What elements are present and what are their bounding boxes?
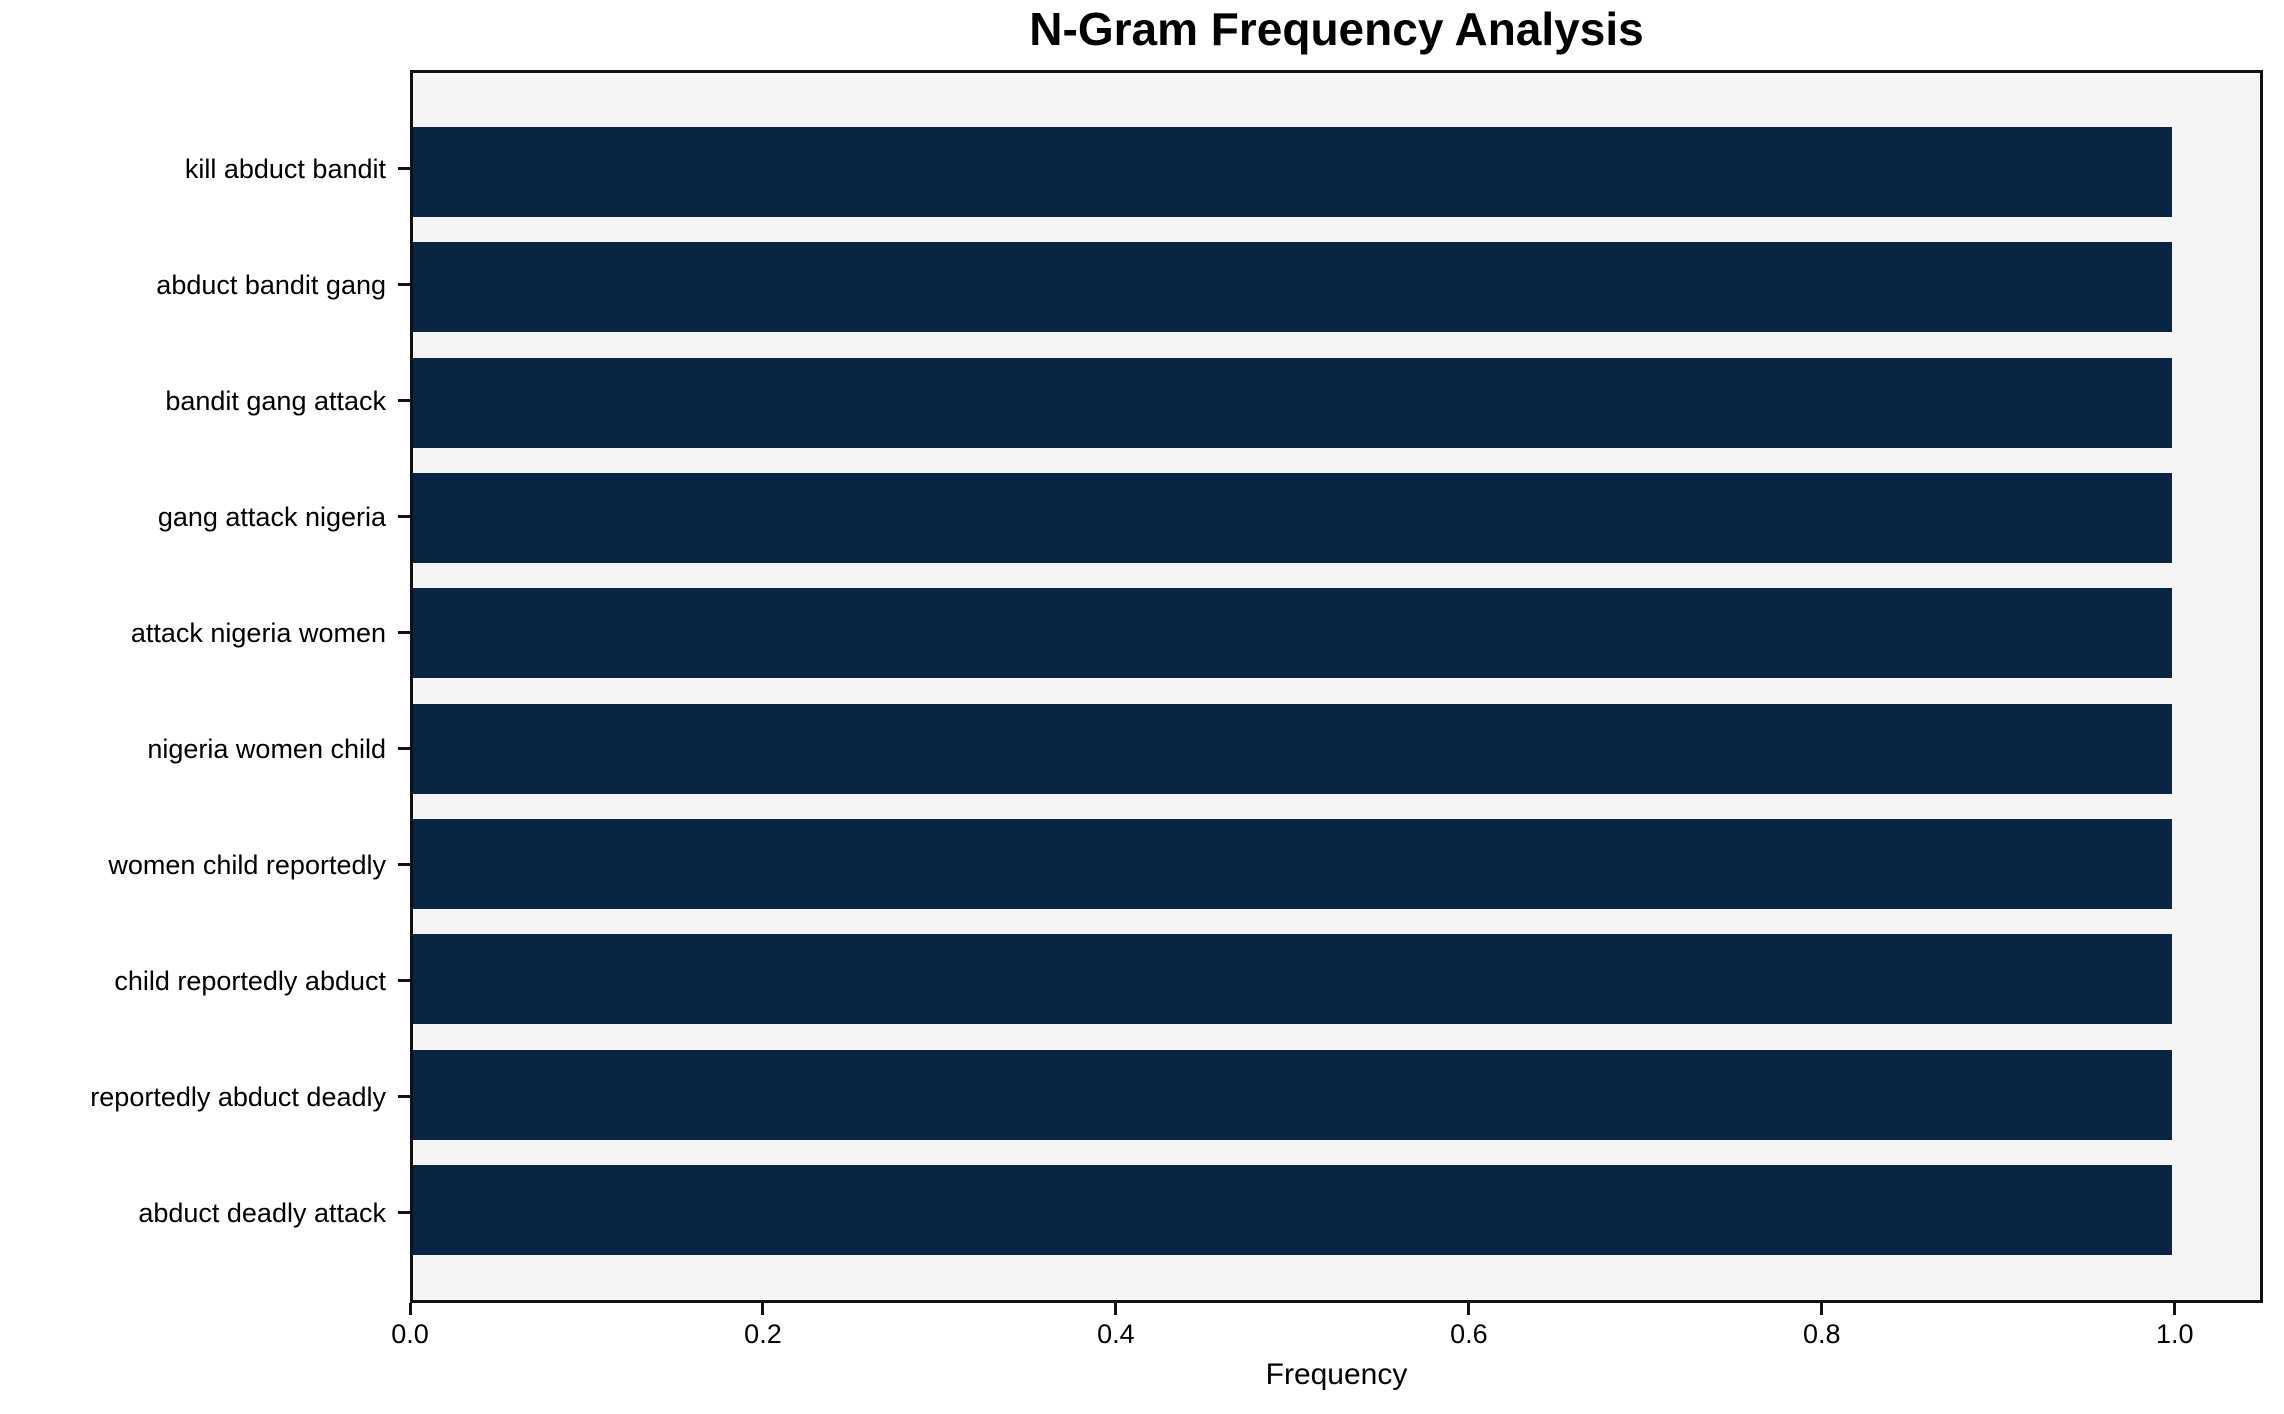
bar [413,588,2173,679]
x-tick-label: 0.0 [391,1319,429,1349]
x-tick-label: 0.6 [1450,1319,1488,1349]
y-tick-row: women child reportedly [0,820,410,910]
y-tick-row: gang attack nigeria [0,472,410,562]
x-tick-label: 0.4 [1097,1319,1135,1349]
y-tick-row: abduct deadly attack [0,1168,410,1258]
bar [413,1049,2173,1140]
x-tick-mark [408,1303,412,1315]
y-tick-label: kill abduct bandit [184,153,386,184]
y-tick-mark [398,515,410,518]
x-axis: 0.0 0.2 0.4 0.6 0.8 1.0 [391,1303,2263,1363]
y-tick-mark [398,979,410,982]
y-tick-mark [398,863,410,866]
bar [413,818,2173,909]
y-tick-row: attack nigeria women [0,588,410,678]
bar [413,934,2173,1025]
x-tick-label: 0.2 [744,1319,782,1349]
y-tick-row: nigeria women child [0,704,410,794]
y-tick-label: abduct deadly attack [138,1197,386,1228]
y-tick-mark [398,167,410,170]
y-tick-label: attack nigeria women [130,617,386,648]
bar [413,127,2173,217]
bar [413,703,2173,794]
bars-container [413,73,2260,1300]
y-tick-row: abduct bandit gang [0,240,410,330]
y-tick-label: child reportedly abduct [114,965,386,996]
x-tick-mark [1114,1303,1118,1315]
x-tick-mark [1820,1303,1824,1315]
bar [413,242,2173,333]
x-axis-title: Frequency [1265,1358,1408,1391]
x-tick-label: 1.0 [2155,1319,2194,1349]
x-tick-mark [761,1303,765,1315]
y-tick-label: bandit gang attack [165,385,386,416]
y-tick-mark [398,1095,410,1098]
y-tick-mark [398,399,410,402]
bar [413,472,2173,563]
y-tick-mark [398,747,410,750]
y-tick-label: nigeria women child [147,733,386,764]
bar [413,1164,2173,1255]
bar [413,357,2173,448]
y-tick-row: reportedly abduct deadly [0,1052,410,1142]
chart-title: N-Gram Frequency Analysis [1029,3,1644,55]
plot-area [410,70,2263,1303]
y-tick-label: gang attack nigeria [157,501,386,532]
x-tick-mark [1467,1303,1471,1315]
x-tick-mark [2173,1303,2177,1315]
y-tick-label: abduct bandit gang [156,269,386,300]
y-tick-label: women child reportedly [108,849,386,880]
y-axis-labels: kill abduct bandit abduct bandit gang band… [0,70,410,1303]
y-tick-row: kill abduct bandit [0,124,410,214]
y-tick-mark [398,631,410,634]
y-tick-mark [398,283,410,286]
y-tick-row: child reportedly abduct [0,936,410,1026]
x-tick-label: 0.8 [1803,1319,1841,1349]
y-tick-label: reportedly abduct deadly [90,1081,386,1112]
y-tick-mark [398,1211,410,1214]
y-tick-row: bandit gang attack [0,356,410,446]
